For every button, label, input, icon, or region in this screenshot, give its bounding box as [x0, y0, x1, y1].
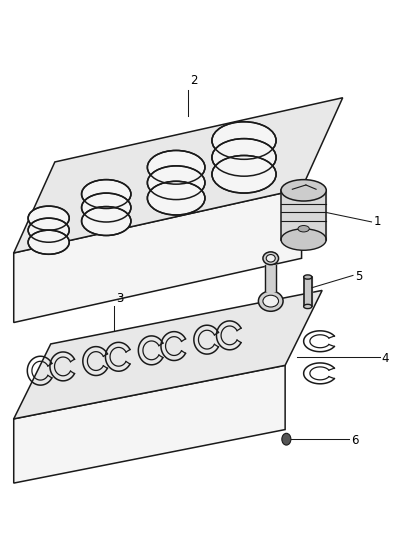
Ellipse shape	[81, 207, 131, 236]
Text: 2: 2	[190, 74, 197, 87]
Polygon shape	[14, 291, 321, 419]
Ellipse shape	[28, 206, 69, 230]
Text: 5: 5	[354, 270, 361, 283]
Ellipse shape	[281, 433, 290, 445]
Ellipse shape	[280, 229, 325, 250]
Ellipse shape	[211, 155, 275, 193]
Ellipse shape	[147, 151, 204, 184]
Ellipse shape	[303, 305, 311, 309]
Polygon shape	[14, 98, 342, 253]
Ellipse shape	[297, 225, 309, 232]
Polygon shape	[14, 365, 285, 483]
Ellipse shape	[262, 295, 278, 307]
Polygon shape	[14, 189, 301, 322]
Text: 6: 6	[350, 434, 358, 447]
Text: 1: 1	[373, 215, 380, 229]
Ellipse shape	[262, 252, 278, 265]
Text: 4: 4	[381, 352, 388, 365]
Ellipse shape	[81, 180, 131, 209]
Ellipse shape	[28, 230, 69, 254]
Ellipse shape	[147, 181, 204, 215]
Ellipse shape	[81, 193, 131, 222]
Ellipse shape	[266, 254, 275, 262]
Text: 3: 3	[116, 292, 123, 306]
Ellipse shape	[147, 166, 204, 200]
Ellipse shape	[211, 139, 275, 176]
Ellipse shape	[211, 122, 275, 159]
Ellipse shape	[280, 180, 325, 201]
Ellipse shape	[258, 291, 282, 312]
Ellipse shape	[28, 218, 69, 242]
Ellipse shape	[303, 275, 311, 279]
